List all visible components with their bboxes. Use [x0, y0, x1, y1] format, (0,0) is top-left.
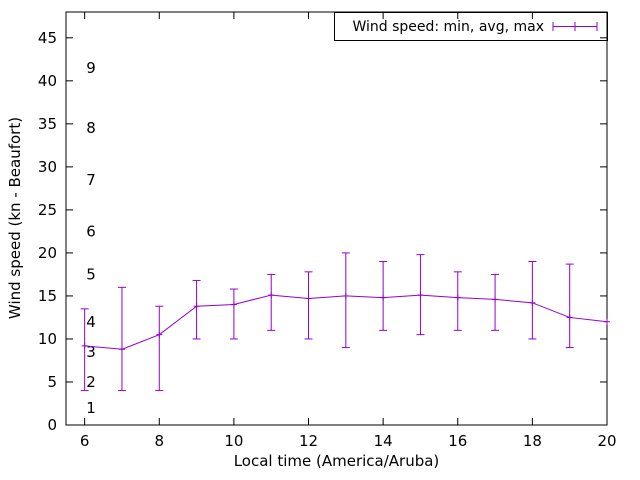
- beaufort-tick-label: 7: [86, 171, 96, 189]
- x-axis-title: Local time (America/Aruba): [233, 452, 440, 470]
- legend: Wind speed: min, avg, max: [334, 12, 608, 41]
- y-axis-title: Wind speed (kn - Beaufort): [6, 116, 24, 320]
- error-bar: [453, 271, 462, 331]
- error-bar: [192, 279, 201, 340]
- beaufort-tick-label: 3: [86, 343, 96, 361]
- x-tick-label: 16: [448, 432, 467, 450]
- beaufort-tick-label: 6: [86, 222, 96, 240]
- x-tick-label: 6: [80, 432, 90, 450]
- beaufort-tick-label: 5: [86, 265, 96, 283]
- legend-label: Wind speed: min, avg, max: [352, 18, 544, 35]
- x-tick-label: 14: [374, 432, 393, 450]
- error-bar: [304, 271, 313, 340]
- y-tick-label: 10: [38, 330, 57, 348]
- x-tick-label: 20: [597, 432, 616, 450]
- y-tick-label: 15: [38, 287, 57, 305]
- error-bar: [565, 263, 574, 349]
- error-bar: [80, 308, 89, 392]
- plot-border: [65, 11, 608, 426]
- y-tick-label: 40: [38, 72, 57, 90]
- error-bar: [117, 286, 126, 392]
- avg-line: [84, 294, 608, 350]
- beaufort-tick-label: 2: [86, 373, 96, 391]
- error-bar: [155, 305, 164, 392]
- beaufort-tick-label: 9: [86, 59, 96, 77]
- y-tick-label: 25: [38, 201, 57, 219]
- y-tick-label: 20: [38, 244, 57, 262]
- errorbar-sample-icon: [552, 22, 598, 31]
- y-tick-label: 35: [38, 115, 57, 133]
- beaufort-tick-label: 4: [86, 313, 96, 331]
- error-bar: [491, 273, 500, 331]
- x-tick-label: 10: [224, 432, 243, 450]
- error-bar: [267, 273, 276, 331]
- x-tick-label: 12: [299, 432, 318, 450]
- x-tick-label: 8: [155, 432, 165, 450]
- error-bar: [229, 288, 238, 340]
- beaufort-tick-label: 1: [86, 399, 96, 417]
- y-tick-label: 5: [47, 373, 57, 391]
- x-tick-label: 18: [523, 432, 542, 450]
- y-tick-label: 30: [38, 158, 57, 176]
- error-bar: [341, 252, 350, 349]
- beaufort-tick-label: 8: [86, 119, 96, 137]
- y-tick-label: 0: [47, 416, 57, 434]
- y-tick-label: 45: [38, 29, 57, 47]
